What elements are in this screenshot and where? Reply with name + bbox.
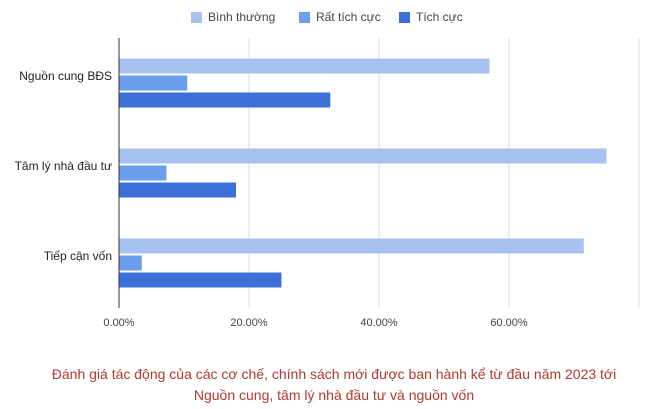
- x-tick-labels: 0.00% 20.00% 40.00% 60.00%: [103, 317, 527, 329]
- category-labels: Nguồn cung BĐS Tâm lý nhà đầu tư Tiếp cận …: [15, 69, 112, 263]
- legend-label: Bình thường: [208, 10, 275, 24]
- caption-line-2: Nguồn cung, tâm lý nhà đầu tư và nguồn v…: [193, 387, 475, 403]
- bar-chart: Nguồn cung BĐS Tâm lý nhà đầu tư Tiếp cận …: [15, 10, 640, 329]
- category-label: Tiếp cận vốn: [44, 249, 112, 263]
- legend-swatch: [191, 12, 202, 23]
- legend-swatch: [399, 12, 410, 23]
- gridlines: [248, 38, 640, 308]
- legend-label: Rất tích cực: [316, 10, 381, 24]
- bar: [119, 182, 236, 198]
- x-tick-label: 40.00%: [360, 317, 398, 329]
- caption-line-1: Đánh giá tác động của các cơ chế, chính …: [51, 366, 617, 382]
- bar: [119, 238, 584, 254]
- bar: [119, 148, 607, 164]
- legend-swatch: [299, 12, 310, 23]
- legend: Bình thường Rất tích cực Tích cực: [191, 10, 463, 24]
- legend-label: Tích cực: [416, 10, 463, 24]
- bar: [119, 272, 282, 288]
- bars: [119, 58, 607, 288]
- category-label: Nguồn cung BĐS: [19, 69, 112, 83]
- bar: [119, 75, 188, 91]
- bar: [119, 58, 490, 74]
- x-tick-label: 20.00%: [230, 317, 268, 329]
- x-tick-label: 60.00%: [490, 317, 528, 329]
- bar: [119, 165, 167, 181]
- bar: [119, 92, 331, 108]
- x-tick-label: 0.00%: [103, 317, 134, 329]
- bar: [119, 255, 142, 271]
- chart-caption: Đánh giá tác động của các cơ chế, chính …: [0, 364, 668, 406]
- category-label: Tâm lý nhà đầu tư: [15, 159, 112, 173]
